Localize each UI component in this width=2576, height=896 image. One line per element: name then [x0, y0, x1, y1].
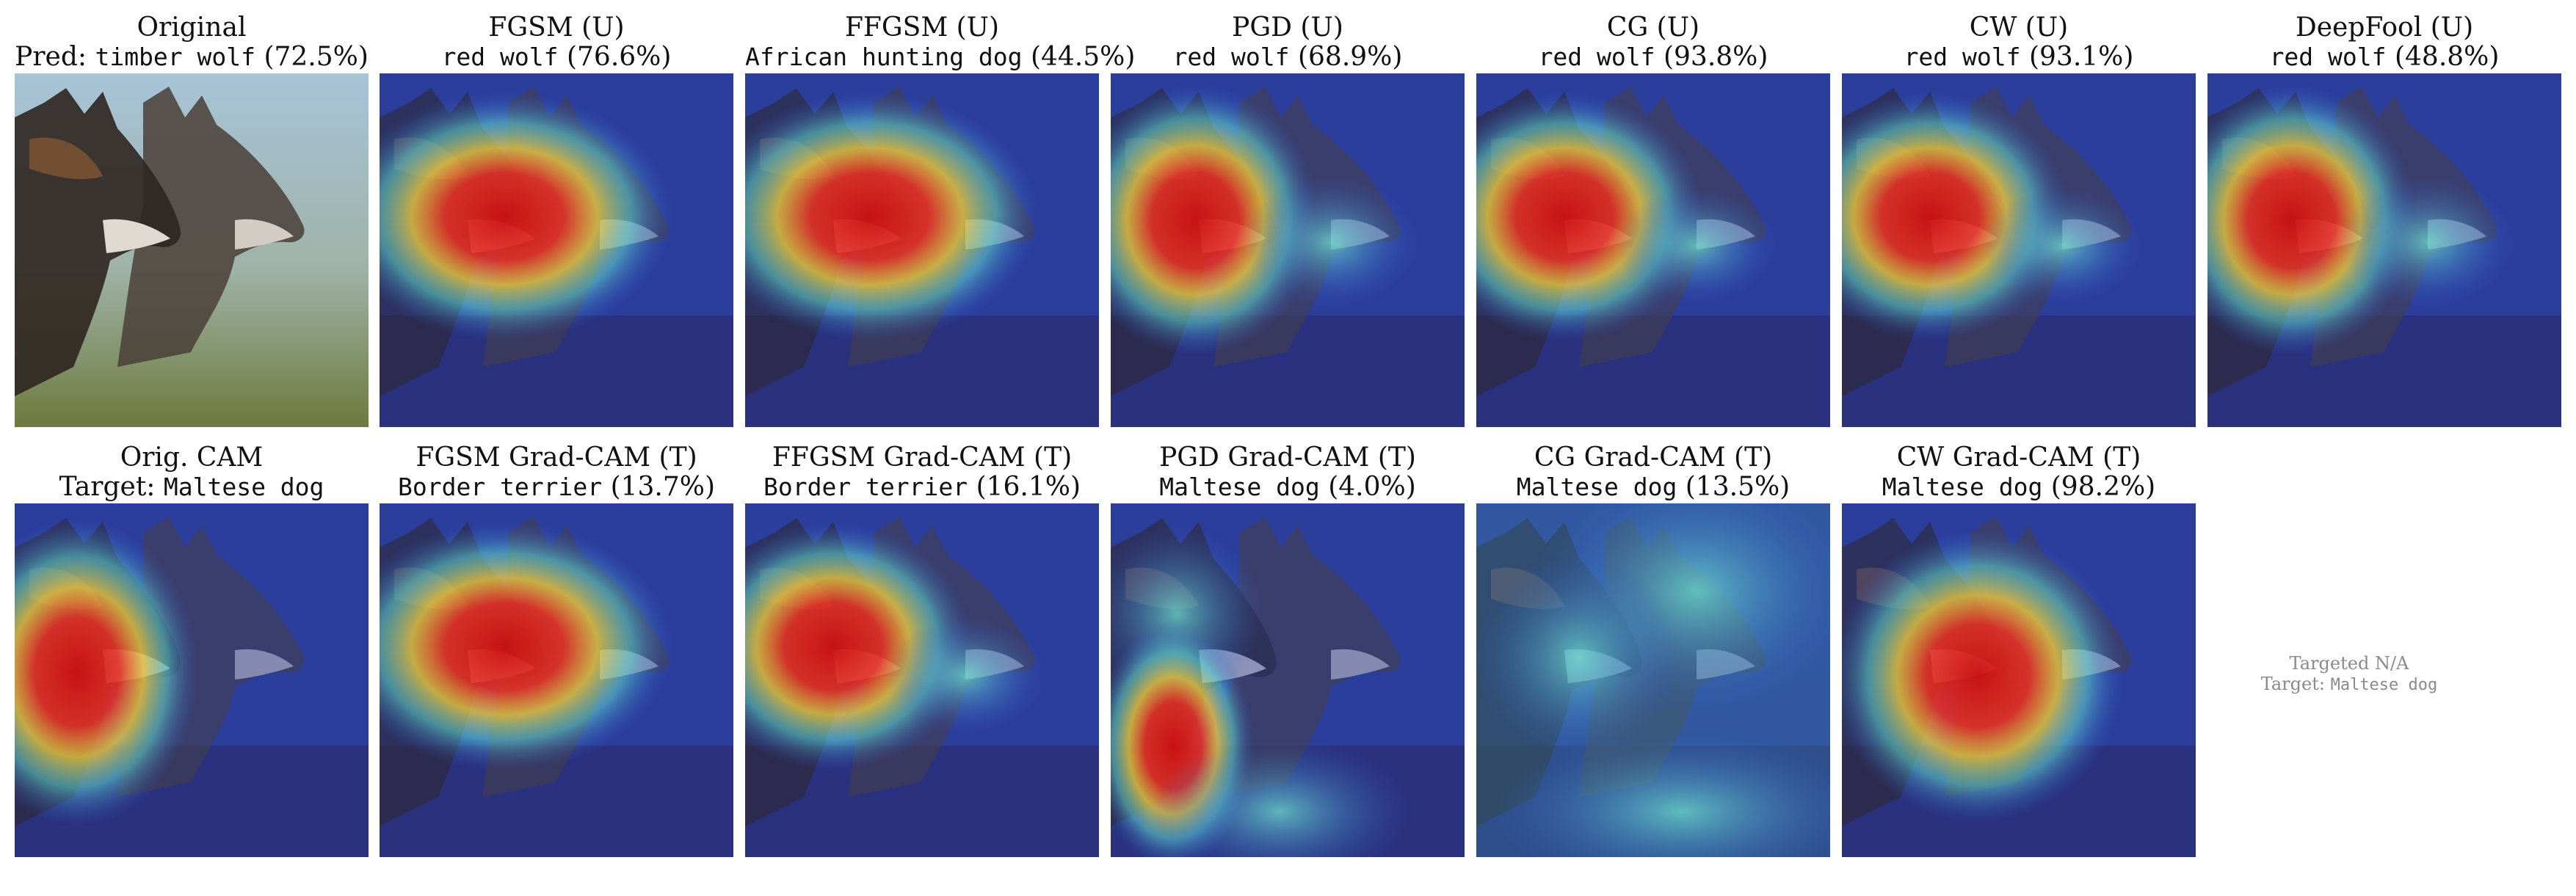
prediction-label: red wolf	[1539, 43, 1655, 71]
heatmap-overlay-image	[1842, 503, 2196, 857]
prediction-confidence: (93.1%)	[2029, 42, 2133, 72]
prediction-line: red wolf (93.8%)	[1476, 43, 1830, 72]
panel-cg-u: CG (U) red wolf (93.8%)	[1476, 13, 1830, 72]
prediction-label: Border terrier	[763, 473, 968, 501]
prediction-label: red wolf	[442, 43, 559, 71]
prediction-confidence: (48.8%)	[2395, 42, 2499, 72]
panel-fgsm-u: FGSM (U) red wolf (76.6%)	[380, 13, 733, 72]
prediction-line: red wolf (93.1%)	[1842, 43, 2196, 72]
heatmap-overlay-image	[1842, 73, 2196, 427]
panel-title: PGD Grad-CAM (T)	[1111, 443, 1465, 473]
prediction-confidence: (4.0%)	[1328, 472, 1416, 502]
prediction-line: Border terrier (16.1%)	[745, 473, 1099, 502]
heatmap-overlay-image	[380, 73, 733, 427]
na-note-prefix: Target:	[2261, 674, 2331, 694]
panel-title: FGSM Grad-CAM (T)	[380, 443, 733, 473]
panel-title: FFGSM (U)	[745, 13, 1099, 43]
prediction-line: Pred: timber wolf (72.5%)	[15, 43, 369, 72]
heatmap-overlay-image	[380, 503, 733, 857]
prediction-confidence: (13.7%)	[611, 472, 715, 502]
prediction-line: Maltese dog (13.5%)	[1476, 473, 1830, 502]
prediction-label: Maltese dog	[164, 473, 324, 501]
na-note-target: Target: Maltese dog	[2195, 674, 2503, 696]
heatmap-overlay-image	[1476, 503, 1830, 857]
prediction-confidence: (16.1%)	[976, 472, 1081, 502]
heatmap-overlay-image	[745, 503, 1099, 857]
panel-title: PGD (U)	[1111, 13, 1465, 43]
prediction-line: Maltese dog (98.2%)	[1842, 473, 2196, 502]
prediction-prefix: Pred:	[15, 42, 95, 72]
panel-title: CW (U)	[1842, 13, 2196, 43]
prediction-label: Border terrier	[398, 473, 602, 501]
prediction-confidence: (98.2%)	[2051, 472, 2155, 502]
prediction-line: Border terrier (13.7%)	[380, 473, 733, 502]
targeted-na-note: Targeted N/A Target: Maltese dog	[2195, 653, 2503, 696]
panel-deepfool-u: DeepFool (U) red wolf (48.8%)	[2207, 13, 2561, 72]
panel-ffgsm-grad-cam-t: FFGSM Grad-CAM (T) Border terrier (16.1%)	[745, 443, 1099, 502]
panel-cw-grad-cam-t: CW Grad-CAM (T) Maltese dog (98.2%)	[1842, 443, 2196, 502]
prediction-confidence: (93.8%)	[1663, 42, 1768, 72]
prediction-label: red wolf	[2270, 43, 2387, 71]
prediction-prefix: Target:	[59, 472, 164, 502]
prediction-confidence: (72.5%)	[264, 42, 368, 72]
panel-fgsm-grad-cam-t: FGSM Grad-CAM (T) Border terrier (13.7%)	[380, 443, 733, 502]
prediction-label: Maltese dog	[1159, 473, 1320, 501]
panel-title: CW Grad-CAM (T)	[1842, 443, 2196, 473]
prediction-line: Maltese dog (4.0%)	[1111, 473, 1465, 502]
prediction-line: red wolf (48.8%)	[2207, 43, 2561, 72]
heatmap-overlay-image	[15, 503, 369, 857]
prediction-line: red wolf (76.6%)	[380, 43, 733, 72]
na-note-label: Maltese dog	[2331, 676, 2438, 694]
panel-title: FGSM (U)	[380, 13, 733, 43]
panel-title: FFGSM Grad-CAM (T)	[745, 443, 1099, 473]
prediction-label: red wolf	[1904, 43, 2021, 71]
panel-cg-grad-cam-t: CG Grad-CAM (T) Maltese dog (13.5%)	[1476, 443, 1830, 502]
wolf-photo	[15, 73, 369, 427]
panel-title: DeepFool (U)	[2207, 13, 2561, 43]
panel-pgd-u: PGD (U) red wolf (68.9%)	[1111, 13, 1465, 72]
prediction-label: Maltese dog	[1517, 473, 1677, 501]
heatmap-overlay-image	[1476, 73, 1830, 427]
panel-title: Original	[15, 13, 369, 43]
prediction-label: Maltese dog	[1882, 473, 2043, 501]
heatmap-overlay-image	[2207, 73, 2561, 427]
prediction-label: African hunting dog	[745, 43, 1023, 71]
panel-title: CG Grad-CAM (T)	[1476, 443, 1830, 473]
panel-cw-u: CW (U) red wolf (93.1%)	[1842, 13, 2196, 72]
na-note-line1: Targeted N/A	[2195, 653, 2503, 674]
heatmap-overlay-image	[1111, 73, 1465, 427]
prediction-line: red wolf (68.9%)	[1111, 43, 1465, 72]
heatmap-overlay-image	[745, 73, 1099, 427]
prediction-line: African hunting dog (44.5%)	[745, 43, 1099, 72]
panel-title: Orig. CAM	[15, 443, 369, 473]
prediction-line: Target: Maltese dog	[15, 473, 369, 502]
prediction-confidence: (13.5%)	[1686, 472, 1790, 502]
panel-pgd-grad-cam-t: PGD Grad-CAM (T) Maltese dog (4.0%)	[1111, 443, 1465, 502]
prediction-confidence: (68.9%)	[1298, 42, 1402, 72]
heatmap-overlay-image	[1111, 503, 1465, 857]
prediction-label: red wolf	[1173, 43, 1290, 71]
panel-orig-cam: Orig. CAM Target: Maltese dog	[15, 443, 369, 502]
panel-original: Original Pred: timber wolf (72.5%)	[15, 13, 369, 72]
panel-title: CG (U)	[1476, 13, 1830, 43]
panel-ffgsm-u: FFGSM (U) African hunting dog (44.5%)	[745, 13, 1099, 72]
prediction-confidence: (76.6%)	[567, 42, 671, 72]
prediction-label: timber wolf	[95, 43, 255, 71]
